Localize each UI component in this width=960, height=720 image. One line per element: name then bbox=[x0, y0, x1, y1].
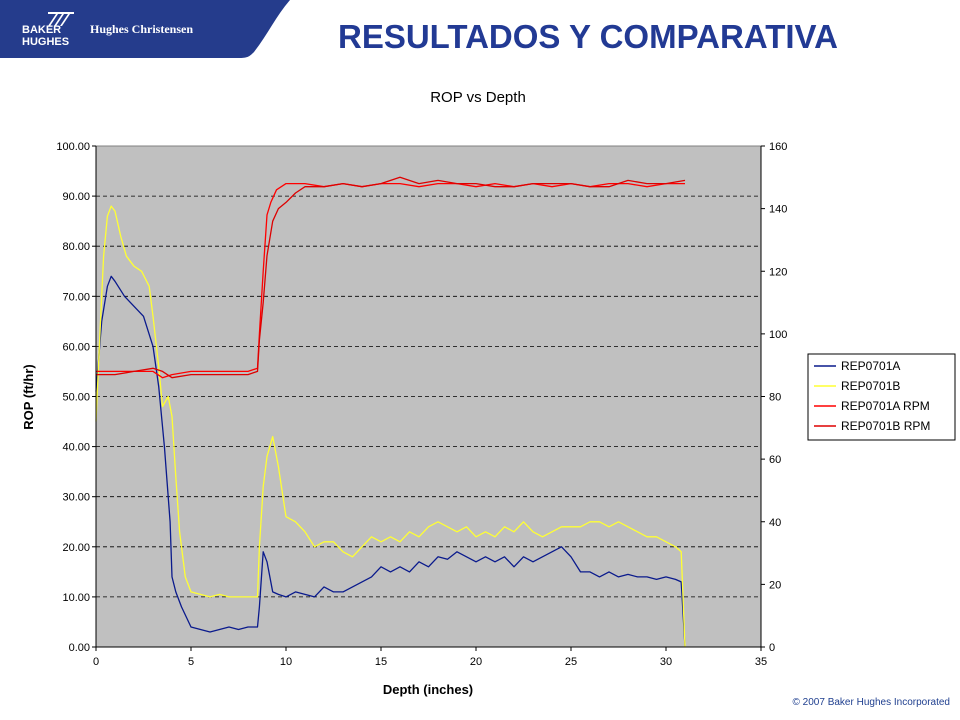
y-tick-label: 40.00 bbox=[62, 442, 90, 454]
legend-label: REP0701A RPM bbox=[841, 399, 930, 413]
y2-tick-label: 100 bbox=[769, 329, 787, 341]
legend: REP0701A REP0701B REP0701A RPM REP0701B RPM bbox=[807, 353, 956, 441]
x-tick-label: 20 bbox=[470, 656, 482, 668]
y2-tick-label: 20 bbox=[769, 579, 781, 591]
page-title: RESULTADOS Y COMPARATIVA bbox=[338, 18, 838, 55]
y-tick-label: 0.00 bbox=[69, 642, 90, 654]
y-tick-label: 50.00 bbox=[62, 392, 90, 404]
x-tick-label: 15 bbox=[375, 656, 387, 668]
y2-tick-label: 160 bbox=[769, 141, 787, 153]
y2-tick-label: 120 bbox=[769, 266, 787, 278]
logo-line2: HUGHES bbox=[22, 36, 69, 48]
x-tick-label: 30 bbox=[660, 656, 672, 668]
legend-label: REP0701A bbox=[841, 359, 900, 373]
header-banner: BAKER HUGHES Hughes Christensen bbox=[0, 0, 290, 58]
series-line-1 bbox=[95, 275, 686, 648]
y2-tick-label: 140 bbox=[769, 204, 787, 216]
x-tick-label: 35 bbox=[755, 656, 767, 668]
series-line-2 bbox=[95, 205, 686, 648]
logo-line1: BAKER bbox=[22, 24, 61, 36]
rop-depth-chart: ROP vs Depth 0.00 10.00 20.00 30.00 40.00 50.… bbox=[21, 89, 956, 697]
logo-brand: Hughes Christensen bbox=[90, 22, 193, 36]
chart-title: ROP vs Depth bbox=[430, 89, 526, 106]
gridlines bbox=[96, 195, 761, 598]
copyright-text: © 2007 Baker Hughes Incorporated bbox=[792, 697, 950, 708]
legend-label: REP0701B bbox=[841, 379, 900, 393]
company-logo: BAKER HUGHES Hughes Christensen bbox=[22, 12, 193, 48]
y-tick-label: 60.00 bbox=[62, 341, 90, 353]
y-tick-label: 70.00 bbox=[62, 291, 90, 303]
y-tick-label: 90.00 bbox=[62, 191, 90, 203]
x-tick-label: 5 bbox=[188, 656, 194, 668]
logo-mark-icon bbox=[48, 12, 74, 26]
legend-label: REP0701B RPM bbox=[841, 419, 930, 433]
y2-tick-label: 60 bbox=[769, 454, 781, 466]
y-axis-label: ROP (ft/hr) bbox=[21, 364, 36, 429]
y2-tick-label: 40 bbox=[769, 517, 781, 529]
x-axis-label: Depth (inches) bbox=[383, 682, 473, 697]
axes: 0.00 10.00 20.00 30.00 40.00 50.00 60.00 70.00 8… bbox=[56, 141, 787, 668]
y-tick-label: 30.00 bbox=[62, 492, 90, 504]
x-tick-label: 10 bbox=[280, 656, 292, 668]
x-tick-label: 0 bbox=[93, 656, 99, 668]
banner-shape bbox=[0, 0, 290, 58]
series-line-4 bbox=[96, 176, 686, 379]
series-layer bbox=[95, 176, 686, 648]
y2-tick-label: 0 bbox=[769, 642, 775, 654]
y-tick-label: 100.00 bbox=[56, 141, 90, 153]
x-tick-label: 25 bbox=[565, 656, 577, 668]
y-tick-label: 20.00 bbox=[62, 542, 90, 554]
y2-tick-label: 80 bbox=[769, 392, 781, 404]
y-tick-label: 80.00 bbox=[62, 241, 90, 253]
y-tick-label: 10.00 bbox=[62, 592, 90, 604]
